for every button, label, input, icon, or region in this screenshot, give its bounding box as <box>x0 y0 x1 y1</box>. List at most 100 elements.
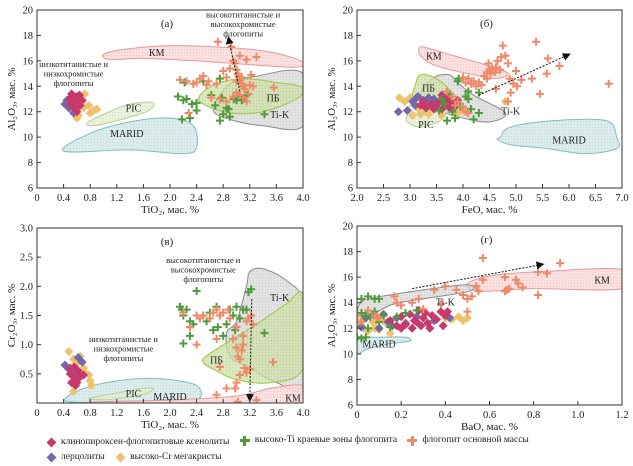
point-groundmass <box>463 307 472 316</box>
legend-row-1: клинопироксен-флогопитовые ксенолиты выс… <box>46 434 537 451</box>
point-highTiRim <box>235 314 244 323</box>
x-tick-label: 0.4 <box>57 193 71 204</box>
field-label-tik: Ti-K <box>501 106 521 117</box>
panel-label: (в) <box>161 236 174 248</box>
point-groundmass <box>500 273 509 282</box>
point-clinopyroxene <box>72 378 82 388</box>
point-groundmass <box>604 79 613 88</box>
field-label-km: КМ <box>594 276 610 287</box>
x-tick-label: 1.0 <box>571 410 584 421</box>
point-highTiRim <box>211 101 220 110</box>
point-highTiRim <box>260 110 269 119</box>
point-highTiRim <box>379 311 388 320</box>
x-tick-label: 4.5 <box>483 193 496 204</box>
x-tick-label: 0.4 <box>439 410 453 421</box>
point-groundmass <box>459 102 467 111</box>
point-groundmass <box>463 294 472 303</box>
field-label-pic: PIC <box>126 389 142 400</box>
annotation-text: низкохромистые <box>44 69 104 79</box>
annotation-text: флогопиты <box>223 29 263 39</box>
legend-label: лерцолиты <box>61 451 105 462</box>
point-highTiRim <box>361 311 370 320</box>
point-highCr <box>64 347 74 357</box>
point-groundmass <box>459 291 467 300</box>
y-tick-label: 16 <box>343 56 354 67</box>
point-groundmass <box>235 51 244 60</box>
field-label-tik: Ti-K <box>270 110 290 121</box>
point-highCr <box>84 100 94 110</box>
point-highCr <box>408 111 418 121</box>
point-highTiRim <box>474 108 483 117</box>
field-texture <box>86 102 155 126</box>
trend-arrow <box>245 299 254 403</box>
point-groundmass <box>215 362 224 371</box>
point-groundmass <box>215 95 224 103</box>
point-highCr <box>87 381 97 390</box>
legend-row-2: лерцолиты высоко-Cr мегакристы <box>46 451 537 466</box>
panel-c: Ti-K ПБ MARID PIC КМ высокотитанистые ивысоко… <box>6 224 310 432</box>
legend-label: клинопироксен-флогопитовые ксенолиты <box>61 436 230 447</box>
field-label-km: КМ <box>285 393 301 404</box>
point-highCr <box>462 313 472 323</box>
point-groundmass <box>219 308 228 317</box>
point-highTiRim <box>401 308 410 317</box>
x-tick-label: 2.8 <box>217 408 230 419</box>
point-groundmass <box>237 73 246 82</box>
y-tick-label: 2.5 <box>20 253 33 264</box>
x-axis-label: TiO₂, мас. % <box>141 204 199 216</box>
point-highTiRim <box>474 88 483 97</box>
point-highTiRim <box>443 116 452 125</box>
point-groundmass <box>219 67 228 76</box>
point-groundmass <box>478 275 487 284</box>
point-highCr <box>424 109 434 119</box>
point-groundmass <box>556 259 565 268</box>
point-lherzolite <box>374 323 384 333</box>
point-highTiRim <box>242 305 251 314</box>
panel-a: КМ Ti-K ПБ PIC MARID высокотитанистые ивысоко… <box>6 6 310 217</box>
point-highTiRim <box>219 110 228 119</box>
point-highTiRim <box>185 331 194 340</box>
point-clinopyroxene <box>72 107 82 117</box>
diamond-marker-icon <box>46 452 57 462</box>
point-groundmass <box>232 378 241 387</box>
y-tick-label: 14 <box>23 82 34 93</box>
y-tick-label: 0.5 <box>20 369 33 380</box>
point-groundmass <box>222 73 231 82</box>
point-groundmass <box>242 55 251 64</box>
legend: клинопироксен-флогопитовые ксенолиты выс… <box>46 434 537 466</box>
point-highTiRim <box>177 115 186 124</box>
x-tick-label: 0 <box>354 410 359 421</box>
point-groundmass <box>231 384 240 393</box>
point-highCr <box>416 109 426 119</box>
y-tick-label: 10 <box>23 133 34 144</box>
point-highTiRim <box>412 306 421 315</box>
y-tick-label: 10 <box>343 349 354 360</box>
annotation-text: высокотитанистые и <box>166 255 241 265</box>
x-tick-label: 3.5 <box>430 193 443 204</box>
x-tick-label: 3.6 <box>270 193 283 204</box>
x-tick-label: 3.2 <box>243 193 256 204</box>
panel-label: (б) <box>480 18 493 30</box>
point-groundmass <box>478 253 487 262</box>
x-tick-label: 7.0 <box>615 193 628 204</box>
point-groundmass <box>231 59 240 68</box>
field-texture <box>88 387 154 400</box>
point-groundmass <box>242 97 251 106</box>
y-tick-label: 6 <box>28 184 33 195</box>
x-tick-label: 2.4 <box>190 193 204 204</box>
point-groundmass <box>207 93 216 102</box>
y-axis-label: Al₂O₃, мас. % <box>6 67 18 130</box>
point-clinopyroxene <box>412 317 422 327</box>
point-clinopyroxene <box>396 323 406 333</box>
point-groundmass <box>229 334 238 343</box>
point-groundmass <box>235 371 244 379</box>
point-groundmass <box>498 41 507 50</box>
y-tick-label: 20 <box>343 6 354 17</box>
x-tick-label: 0.4 <box>57 408 71 419</box>
point-highTiRim <box>435 106 444 115</box>
point-lherzolite <box>393 107 403 117</box>
point-groundmass <box>185 323 194 332</box>
point-groundmass <box>430 285 439 294</box>
point-clinopyroxene <box>396 312 406 322</box>
